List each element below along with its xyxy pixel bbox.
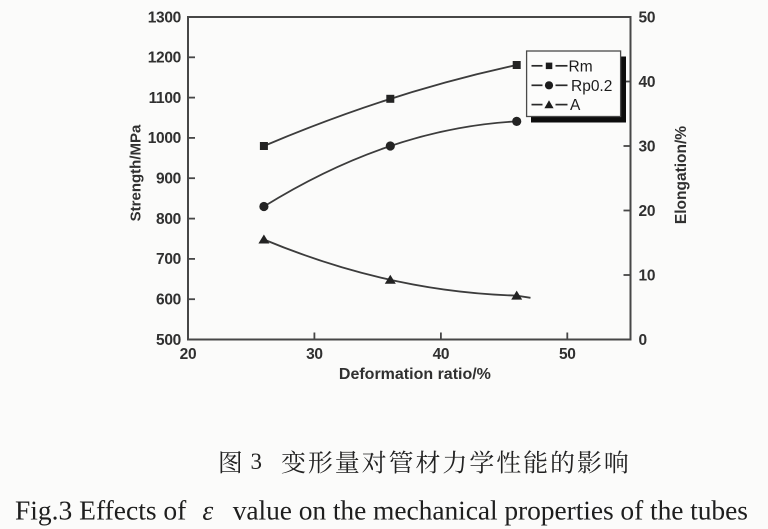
svg-text:A: A: [570, 97, 581, 114]
svg-text:1100: 1100: [149, 90, 181, 107]
svg-text:30: 30: [639, 138, 656, 155]
svg-text:800: 800: [156, 211, 181, 228]
svg-text:50: 50: [559, 346, 576, 363]
svg-text:600: 600: [156, 292, 181, 309]
svg-text:Strength/MPa: Strength/MPa: [128, 124, 145, 221]
svg-text:Deformation ratio/%: Deformation ratio/%: [339, 366, 491, 383]
svg-text:30: 30: [306, 346, 323, 363]
svg-text:1300: 1300: [148, 9, 181, 26]
svg-text:Rm: Rm: [569, 58, 593, 75]
svg-text:1000: 1000: [148, 130, 181, 147]
svg-text:900: 900: [156, 171, 181, 188]
svg-text:1200: 1200: [148, 50, 181, 67]
svg-text:50: 50: [639, 9, 656, 26]
svg-text:Rp0.2: Rp0.2: [571, 78, 612, 95]
svg-text:20: 20: [639, 203, 656, 220]
svg-text:40: 40: [639, 74, 656, 91]
svg-text:3: 3: [251, 449, 263, 474]
svg-text:700: 700: [156, 251, 181, 268]
svg-text:40: 40: [433, 346, 450, 363]
svg-text:0: 0: [639, 332, 647, 349]
svg-text:20: 20: [180, 346, 197, 363]
svg-text:500: 500: [156, 332, 181, 349]
svg-text:10: 10: [639, 267, 656, 284]
svg-text:Elongation/%: Elongation/%: [673, 126, 690, 224]
